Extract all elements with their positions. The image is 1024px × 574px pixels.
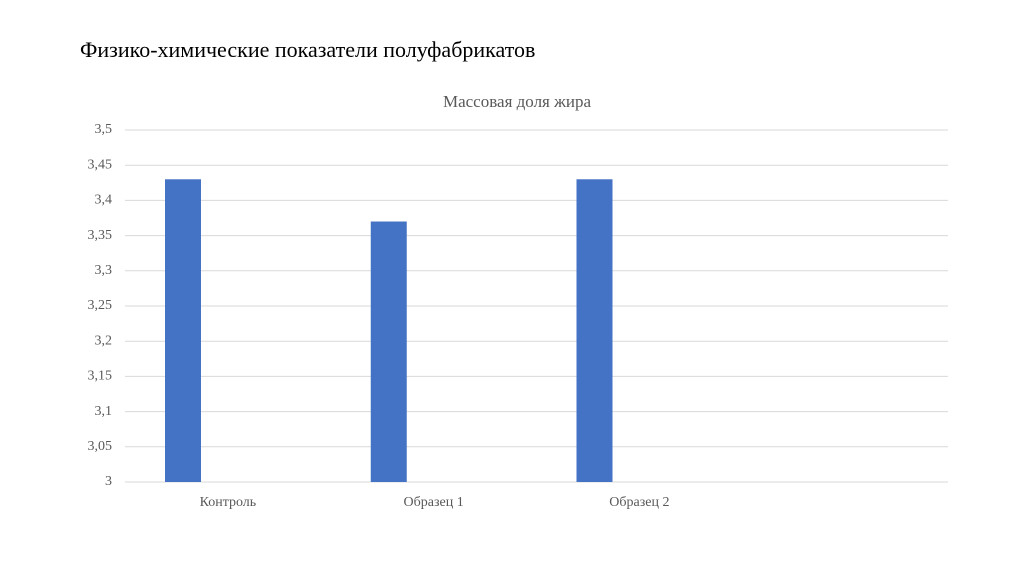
y-tick-label: 3,05 [88, 439, 113, 454]
x-tick-label: Образец 1 [404, 495, 464, 510]
y-tick-label: 3,35 [88, 228, 113, 243]
bar [165, 179, 201, 482]
y-tick-label: 3,4 [95, 193, 113, 208]
y-tick-label: 3,3 [95, 263, 113, 278]
y-tick-label: 3,25 [88, 298, 113, 313]
x-tick-label: Контроль [200, 495, 257, 510]
bar [370, 221, 407, 482]
slide-title: Физико-химические показатели полуфабрика… [80, 37, 535, 62]
y-tick-label: 3,45 [88, 157, 113, 172]
chart-title: Массовая доля жира [443, 92, 591, 111]
x-tick-label: Образец 2 [609, 495, 669, 510]
y-tick-label: 3 [105, 474, 112, 489]
y-tick-label: 3,5 [95, 122, 113, 137]
y-tick-label: 3,2 [95, 333, 113, 348]
y-tick-label: 3,1 [95, 404, 113, 419]
bar [576, 179, 613, 482]
y-tick-label: 3,15 [88, 369, 113, 384]
